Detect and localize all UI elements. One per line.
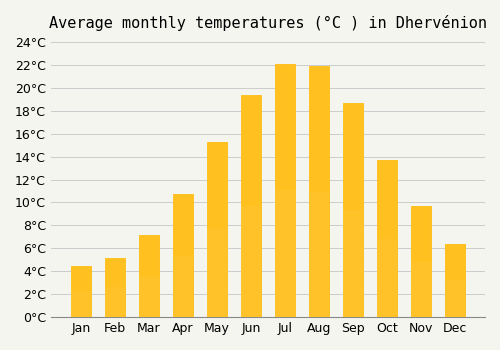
Bar bbox=[138, 234, 159, 317]
Bar bbox=[377, 160, 397, 317]
Bar bbox=[172, 194, 193, 317]
Bar bbox=[240, 94, 261, 317]
Bar bbox=[206, 229, 227, 317]
Bar bbox=[343, 103, 363, 317]
Bar bbox=[411, 206, 431, 317]
Bar bbox=[138, 234, 159, 317]
Bar bbox=[343, 210, 363, 317]
Bar bbox=[240, 94, 261, 317]
Title: Average monthly temperatures (°C ) in Dhervénion: Average monthly temperatures (°C ) in Dh… bbox=[49, 15, 487, 31]
Bar bbox=[343, 103, 363, 317]
Bar bbox=[274, 190, 295, 317]
Bar bbox=[309, 66, 329, 317]
Bar bbox=[172, 194, 193, 317]
Bar bbox=[206, 142, 227, 317]
Bar bbox=[104, 258, 125, 317]
Bar bbox=[206, 142, 227, 317]
Bar bbox=[70, 266, 91, 317]
Bar bbox=[445, 280, 466, 317]
Bar bbox=[445, 244, 466, 317]
Bar bbox=[377, 160, 397, 317]
Bar bbox=[240, 206, 261, 317]
Bar bbox=[309, 66, 329, 317]
Bar bbox=[445, 244, 466, 317]
Bar bbox=[377, 239, 397, 317]
Bar bbox=[172, 256, 193, 317]
Bar bbox=[104, 258, 125, 317]
Bar bbox=[70, 291, 91, 317]
Bar bbox=[274, 64, 295, 317]
Bar bbox=[411, 206, 431, 317]
Bar bbox=[70, 266, 91, 317]
Bar bbox=[138, 276, 159, 317]
Bar bbox=[104, 287, 125, 317]
Bar bbox=[411, 261, 431, 317]
Bar bbox=[309, 191, 329, 317]
Bar bbox=[274, 64, 295, 317]
